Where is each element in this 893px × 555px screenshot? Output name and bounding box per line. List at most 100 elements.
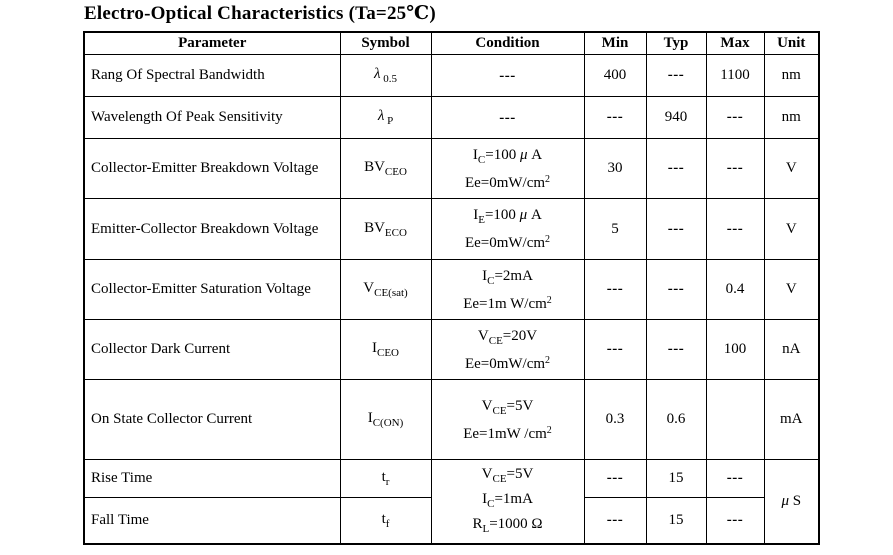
- cell-parameter: Collector-Emitter Breakdown Voltage: [83, 138, 341, 199]
- text-segment: ECO: [384, 226, 407, 239]
- characteristics-table: Parameter Symbol Condition Min Typ Max Unit Ra…: [83, 31, 820, 545]
- text-segment: r: [385, 476, 390, 488]
- cell-symbol: λ 0.5: [339, 54, 432, 97]
- cell-min: 5: [583, 198, 647, 260]
- text-segment: 0.5: [380, 73, 397, 85]
- header-row: Parameter Symbol Condition Min Typ Max Unit: [83, 31, 820, 55]
- cell-max: 0.4: [705, 259, 765, 320]
- no-value-dashes: ---: [667, 160, 685, 176]
- cell-unit: V: [763, 198, 820, 260]
- cell-parameter: Emitter-Collector Breakdown Voltage: [83, 198, 341, 260]
- condition-line: VCE=5V: [435, 464, 581, 489]
- no-value-dashes: ---: [667, 220, 685, 237]
- cell-min: ---: [583, 319, 647, 380]
- cell-parameter: On State Collector Current: [83, 379, 341, 460]
- text-segment: I: [472, 146, 478, 163]
- text-segment: Ee=1m W/cm: [463, 295, 547, 312]
- text-segment: f: [385, 517, 390, 530]
- text-segment: t: [381, 469, 386, 485]
- cell-symbol: tr: [339, 459, 432, 498]
- cell-max: ---: [705, 497, 765, 544]
- no-value-dashes: ---: [606, 109, 624, 125]
- cell-typ: 15: [645, 459, 707, 498]
- text-segment: A: [527, 146, 543, 163]
- text-segment: L: [482, 522, 490, 535]
- text-segment: mA: [780, 411, 803, 427]
- table-row: Collector Dark Current ICEO VCE=20V Ee=0mW/…: [83, 319, 820, 380]
- text-segment: CE: [488, 334, 503, 347]
- cell-min: 0.3: [583, 379, 647, 460]
- text-segment: CE: [492, 404, 507, 417]
- text-segment: A: [527, 207, 542, 223]
- text-segment: =1mA: [494, 490, 533, 507]
- cell-typ: ---: [645, 319, 707, 380]
- text-segment: 2: [546, 424, 552, 436]
- condition-line: IC=2mA: [435, 266, 581, 291]
- cell-min: ---: [583, 259, 647, 320]
- cell-max: 1100: [705, 54, 765, 97]
- no-value-dashes: ---: [606, 341, 624, 357]
- cell-unit: μ S: [763, 459, 820, 544]
- text-segment: 2: [545, 173, 551, 185]
- no-value-dashes: ---: [606, 470, 624, 486]
- column-header-condition: Condition: [430, 31, 585, 55]
- cell-symbol: IC(ON): [339, 379, 432, 460]
- table-row: Rang Of Spectral Bandwidth λ 0.5 --- 400 ---…: [83, 54, 820, 97]
- text-segment: V: [785, 220, 797, 237]
- cell-unit: V: [763, 259, 820, 320]
- text-segment: BV: [364, 219, 385, 236]
- no-value-dashes: ---: [667, 67, 685, 83]
- column-header-max: Max: [705, 31, 765, 55]
- cell-parameter: Collector-Emitter Saturation Voltage: [83, 259, 341, 320]
- text-segment: I: [473, 207, 479, 223]
- condition-line: Ee=1m W/cm2: [435, 291, 581, 314]
- text-segment: V: [481, 465, 493, 482]
- condition-line: ---: [435, 66, 581, 86]
- cell-condition: VCE=5V Ee=1mW /cm2: [430, 379, 585, 460]
- no-value-dashes: ---: [726, 220, 744, 237]
- cell-min: ---: [583, 96, 647, 139]
- cell-typ: 940: [645, 96, 707, 139]
- cell-min: ---: [583, 459, 647, 498]
- cell-max: ---: [705, 198, 765, 260]
- text-segment: I: [482, 267, 488, 284]
- text-segment: =5V: [506, 397, 534, 414]
- text-segment: BV: [364, 159, 385, 175]
- cell-typ: ---: [645, 138, 707, 199]
- text-segment: =100: [484, 207, 520, 223]
- text-segment: =100: [485, 146, 520, 163]
- cell-condition: ---: [430, 54, 585, 97]
- cell-condition: IC=2mA Ee=1m W/cm2: [430, 259, 585, 320]
- text-segment: I: [372, 340, 377, 356]
- cell-max: 100: [705, 319, 765, 380]
- cell-typ: ---: [645, 54, 707, 97]
- cell-symbol: ICEO: [339, 319, 432, 380]
- condition-line: ---: [435, 108, 581, 128]
- condition-line: Ee=0mW/cm2: [435, 230, 581, 253]
- cell-typ: ---: [645, 259, 707, 320]
- no-value-dashes: ---: [606, 511, 624, 528]
- condition-line: Ee=0mW/cm2: [435, 351, 581, 374]
- cell-symbol: BVCEO: [339, 138, 432, 199]
- cell-parameter: Collector Dark Current: [83, 319, 341, 380]
- cell-parameter: Rise Time: [83, 459, 341, 498]
- text-segment: C(ON): [372, 417, 404, 429]
- no-value-dashes: ---: [667, 281, 685, 297]
- cell-symbol: VCE(sat): [339, 259, 432, 320]
- text-segment: μ: [519, 207, 528, 223]
- cell-typ: ---: [645, 198, 707, 260]
- no-value-dashes: ---: [499, 109, 516, 126]
- text-segment: R: [472, 515, 483, 532]
- column-header-min: Min: [583, 31, 647, 55]
- table-row: Rise Time tr VCE=5V IC=1mA RL=1000 Ω --- 15 ---…: [83, 459, 820, 544]
- cell-condition: IC=100 μ A Ee=0mW/cm2: [430, 138, 585, 199]
- text-segment: S: [788, 492, 802, 509]
- table-row: Collector-Emitter Breakdown Voltage BVCEO…: [83, 138, 820, 199]
- text-segment: =2mA: [494, 267, 533, 284]
- text-segment: 2: [545, 234, 551, 245]
- no-value-dashes: ---: [499, 67, 516, 84]
- text-segment: =5V: [506, 465, 534, 482]
- no-value-dashes: ---: [726, 109, 744, 125]
- condition-line: IE=100 μ A: [435, 205, 581, 230]
